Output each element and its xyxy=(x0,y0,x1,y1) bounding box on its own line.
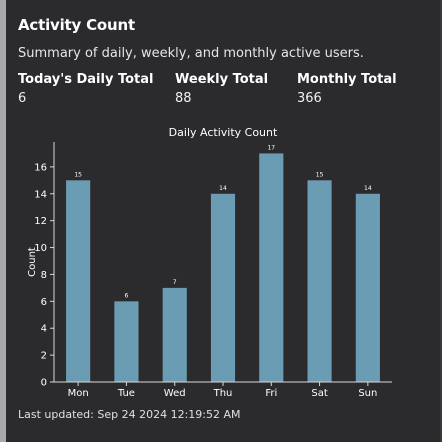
weekly-total-stat: Weekly Total 88 xyxy=(175,72,268,106)
chart-title: Daily Activity Count xyxy=(169,126,278,139)
daily-activity-chart: Daily Activity Count Count 15 Mon 6 Tue 7 Wed 14… xyxy=(27,126,392,399)
data-label-sun: 14 xyxy=(364,185,372,192)
x-tick-label-mon: Mon xyxy=(68,388,89,399)
y-axis-label: Count xyxy=(27,247,38,277)
monthly-total-value: 366 xyxy=(297,91,322,106)
y-tick-label-0: 0 xyxy=(41,378,47,389)
y-tick-label-10: 10 xyxy=(34,243,47,254)
weekly-total-label: Weekly Total xyxy=(175,72,269,87)
y-tick-label-12: 12 xyxy=(34,216,47,227)
data-label-sat: 15 xyxy=(316,171,324,178)
y-tick-label-2: 2 xyxy=(41,351,47,362)
data-label-tue: 6 xyxy=(125,292,129,299)
bar-tue xyxy=(114,301,139,382)
x-tick-label-sun: Sun xyxy=(358,388,377,399)
data-label-mon: 15 xyxy=(74,171,82,178)
daily-total-value: 6 xyxy=(18,91,27,106)
card-title: Activity Count xyxy=(18,16,135,34)
last-updated-text: Last updated: Sep 24 2024 12:19:52 AM xyxy=(18,408,241,421)
daily-total-stat: Today's Daily Total 6 xyxy=(18,72,153,106)
y-tick-label-4: 4 xyxy=(41,324,47,335)
bar-mon xyxy=(66,180,91,382)
bar-wed xyxy=(162,287,187,382)
bar-sat xyxy=(307,180,332,382)
y-tick-label-14: 14 xyxy=(34,189,47,200)
y-tick-label-8: 8 xyxy=(41,270,47,281)
data-label-thu: 14 xyxy=(219,185,227,192)
monthly-total-stat: Monthly Total 366 xyxy=(297,72,397,106)
x-tick-label-wed: Wed xyxy=(164,388,186,399)
card-subtitle: Summary of daily, weekly, and monthly ac… xyxy=(18,46,364,61)
x-tick-label-thu: Thu xyxy=(213,388,233,399)
x-tick-label-tue: Tue xyxy=(117,388,135,399)
y-tick-label-16: 16 xyxy=(34,162,47,173)
monthly-total-label: Monthly Total xyxy=(297,72,397,87)
y-tick-label-6: 6 xyxy=(41,297,47,308)
bar-fri xyxy=(259,153,284,382)
data-label-fri: 17 xyxy=(267,144,275,151)
data-label-wed: 7 xyxy=(173,279,177,286)
bar-sun xyxy=(355,193,380,382)
bar-thu xyxy=(210,193,236,382)
daily-total-label: Today's Daily Total xyxy=(18,72,154,87)
weekly-total-value: 88 xyxy=(175,91,192,106)
x-tick-label-sat: Sat xyxy=(311,388,327,399)
x-tick-label-fri: Fri xyxy=(265,388,277,399)
